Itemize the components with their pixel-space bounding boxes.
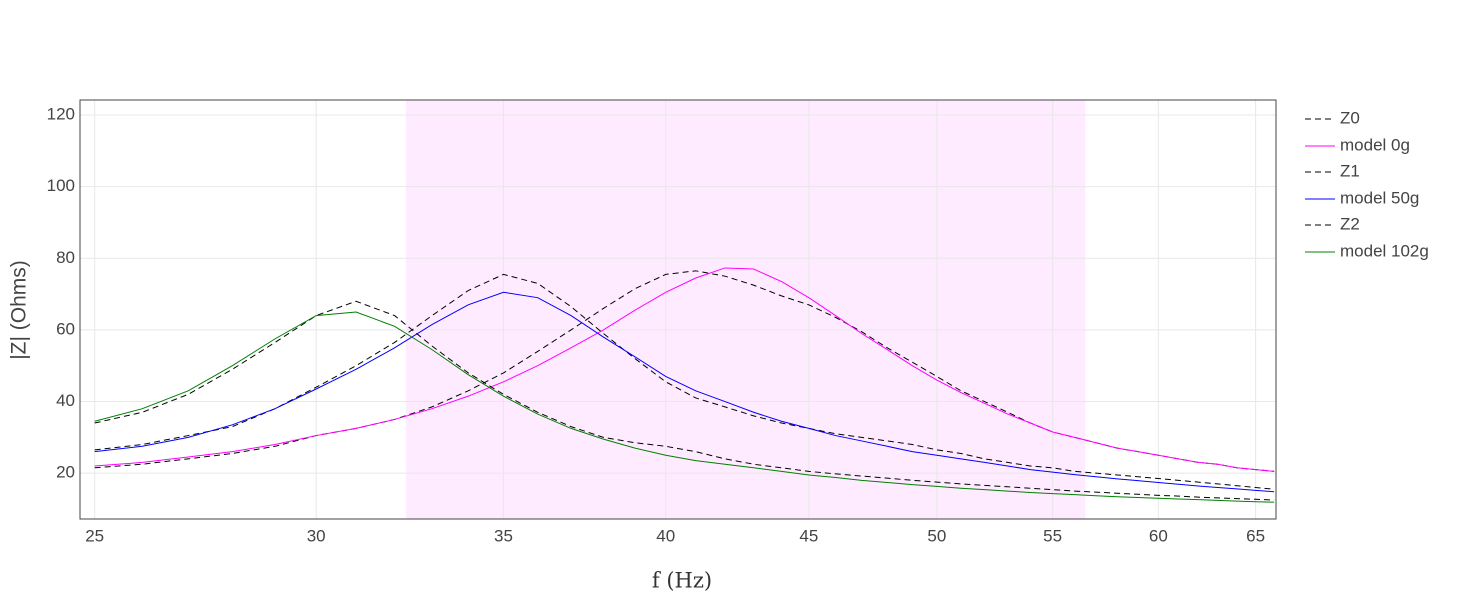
legend-item: Z1	[1305, 161, 1360, 180]
x-tick-label: 60	[1149, 526, 1168, 545]
legend-label: model 0g	[1340, 135, 1410, 154]
x-tick-label: 25	[85, 526, 104, 545]
y-tick-label: 120	[47, 105, 75, 124]
plot-background	[80, 100, 1276, 519]
x-tick-label: 50	[927, 526, 946, 545]
legend-label: Z0	[1340, 108, 1360, 127]
x-tick-label: 65	[1246, 526, 1265, 545]
series-line	[94, 267, 1275, 472]
x-tick-label: 40	[656, 526, 675, 545]
y-tick-label: 60	[56, 319, 75, 338]
y-tick-label: 100	[47, 176, 75, 195]
y-tick-label: 40	[56, 391, 75, 410]
plot-frame	[79, 99, 1277, 520]
series-line	[94, 291, 1275, 493]
legend-item: Z2	[1305, 214, 1360, 233]
series-line	[94, 300, 1275, 501]
x-tick-label: 35	[494, 526, 513, 545]
legend-label: Z2	[1340, 214, 1360, 233]
legend-label: model 50g	[1340, 188, 1419, 207]
legend-item: Z0	[1305, 108, 1360, 127]
series-line	[94, 273, 1275, 490]
y-tick-label: 20	[56, 463, 75, 482]
legend-label: model 102g	[1340, 241, 1429, 260]
legend-item: model 50g	[1305, 188, 1419, 207]
legend-item: model 0g	[1305, 135, 1410, 154]
y-axis-label: |Z| (Ohms)	[8, 260, 31, 360]
x-axis-label: f (Hz)	[652, 569, 712, 593]
x-tick-label: 55	[1043, 526, 1062, 545]
x-tick-label: 30	[307, 526, 326, 545]
highlight-band	[405, 100, 1086, 519]
y-tick-label: 80	[56, 248, 75, 267]
legend-label: Z1	[1340, 161, 1360, 180]
series-line	[94, 311, 1275, 503]
x-tick-label: 45	[799, 526, 818, 545]
legend-item: model 102g	[1305, 241, 1429, 260]
